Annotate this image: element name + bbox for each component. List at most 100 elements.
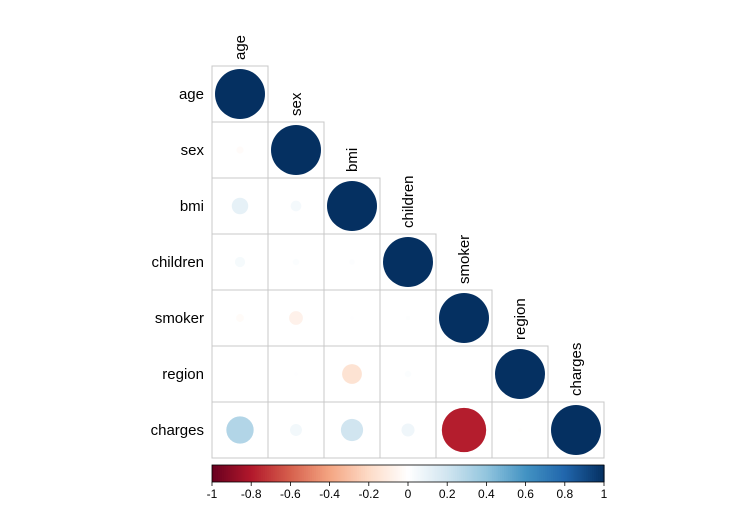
colorbar-segment bbox=[443, 465, 446, 482]
colorbar-segment bbox=[594, 465, 597, 482]
colorbar-segment bbox=[429, 465, 433, 482]
grid-cell-charges-charges bbox=[547, 401, 605, 459]
colorbar-segment bbox=[580, 465, 584, 482]
colorbar-segment bbox=[574, 465, 578, 482]
circle-charges-age bbox=[226, 416, 254, 444]
colorbar-segment bbox=[474, 465, 478, 482]
row-label-bmi: bmi bbox=[180, 198, 204, 215]
colorbar-segment bbox=[353, 465, 356, 482]
colorbar-segment bbox=[364, 465, 368, 482]
colorbar-segment bbox=[339, 465, 342, 482]
colorbar-segment bbox=[266, 465, 270, 482]
colorbar-segment bbox=[415, 465, 419, 482]
colorbar-segment bbox=[439, 465, 442, 482]
colorbar-segment bbox=[306, 465, 309, 482]
colorbar-segment bbox=[270, 465, 274, 482]
colorbar-segment bbox=[229, 465, 233, 482]
colorbar-segment bbox=[451, 465, 454, 482]
colorbar-segment bbox=[359, 465, 362, 482]
colorbar-segment bbox=[476, 465, 480, 482]
colorbar-segment bbox=[264, 465, 268, 482]
colorbar-segment bbox=[486, 465, 489, 482]
colorbar-segment bbox=[272, 465, 276, 482]
colorbar-segment bbox=[413, 465, 417, 482]
colorbar-segment bbox=[506, 465, 509, 482]
colorbar-segment bbox=[494, 465, 497, 482]
colorbar-segment bbox=[311, 465, 315, 482]
colorbar-segment bbox=[402, 465, 405, 482]
colorbar-segment bbox=[366, 465, 370, 482]
colorbar-segment bbox=[239, 465, 242, 482]
colorbar-segment bbox=[296, 465, 299, 482]
colorbar-segment bbox=[582, 465, 585, 482]
colorbar-segment bbox=[458, 465, 462, 482]
circle-age-age bbox=[215, 69, 265, 119]
colorbar-segment bbox=[380, 465, 384, 482]
colorbar-segment bbox=[480, 465, 484, 482]
colorbar-segment bbox=[241, 465, 244, 482]
colorbar-segment bbox=[472, 465, 476, 482]
colorbar-segment bbox=[261, 465, 264, 482]
row-label-charges: charges bbox=[151, 422, 204, 439]
circle-bmi-sex bbox=[290, 200, 302, 212]
circle-region-smoker bbox=[462, 372, 466, 376]
colorbar-segment bbox=[278, 465, 282, 482]
colorbar-segment bbox=[441, 465, 444, 482]
circle-region-region bbox=[495, 349, 545, 399]
colorbar-segment bbox=[533, 465, 536, 482]
colorbar-tick-label: 0.6 bbox=[517, 487, 534, 501]
colorbar-segment bbox=[368, 465, 372, 482]
colorbar-segment bbox=[317, 465, 321, 482]
colorbar-segment bbox=[213, 465, 217, 482]
colorbar-segment bbox=[584, 465, 587, 482]
colorbar-segment bbox=[404, 465, 407, 482]
circle-charges-charges bbox=[551, 405, 601, 455]
colorbar-segment bbox=[376, 465, 380, 482]
colorbar-segment bbox=[343, 465, 346, 482]
colorbar-segment bbox=[509, 465, 513, 482]
colorbar-segment bbox=[464, 465, 468, 482]
colorbar-segment bbox=[231, 465, 235, 482]
colorbar-segment bbox=[227, 465, 231, 482]
colorbar-segment bbox=[225, 465, 229, 482]
circle-bmi-age bbox=[231, 197, 249, 215]
colorbar-segment bbox=[462, 465, 466, 482]
colorbar-segment bbox=[284, 465, 288, 482]
colorbar-segment bbox=[313, 465, 317, 482]
colorbar-segment bbox=[570, 465, 574, 482]
colorbar-segment bbox=[423, 465, 427, 482]
colorbar-segment bbox=[235, 465, 239, 482]
colorbar-segment bbox=[502, 465, 505, 482]
colorbar-segment bbox=[478, 465, 482, 482]
colorbar-segment bbox=[453, 465, 456, 482]
colorbar-segment bbox=[551, 465, 554, 482]
colorbar-segment bbox=[288, 465, 291, 482]
circle-charges-sex bbox=[290, 424, 302, 436]
colorbar-segment bbox=[274, 465, 278, 482]
colorbar-segment bbox=[323, 465, 327, 482]
colorbar-segment bbox=[547, 465, 550, 482]
colorbar-segment bbox=[304, 465, 307, 482]
circle-children-age bbox=[234, 256, 246, 268]
correlation-cells bbox=[211, 65, 605, 459]
colorbar-segment bbox=[437, 465, 440, 482]
colorbar-segment bbox=[400, 465, 403, 482]
colorbar-segment bbox=[335, 465, 339, 482]
circle-bmi-bmi bbox=[327, 181, 377, 231]
circle-smoker-children bbox=[405, 315, 411, 321]
colorbar-segment bbox=[357, 465, 360, 482]
colorbar-segment bbox=[555, 465, 558, 482]
colorbar-segment bbox=[517, 465, 521, 482]
colorbar-segment bbox=[219, 465, 223, 482]
colorbar-segment bbox=[498, 465, 501, 482]
colorbar-segment bbox=[233, 465, 237, 482]
colorbar-tick-label: -1 bbox=[207, 487, 218, 501]
colorbar-segment bbox=[455, 465, 458, 482]
colorbar-segment bbox=[553, 465, 556, 482]
colorbar-segment bbox=[374, 465, 378, 482]
colorbar-segment bbox=[396, 465, 399, 482]
colorbar-segment bbox=[319, 465, 323, 482]
colorbar-segment bbox=[492, 465, 495, 482]
colorbar-segment bbox=[490, 465, 493, 482]
colorbar-tick-label: -0.4 bbox=[319, 487, 340, 501]
